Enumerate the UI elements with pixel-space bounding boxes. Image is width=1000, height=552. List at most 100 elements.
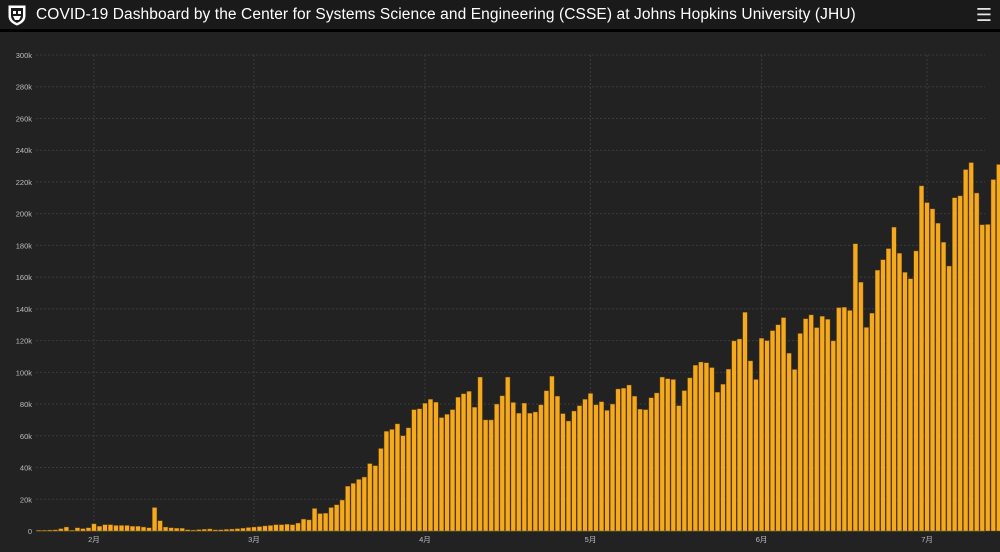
bar[interactable] (334, 505, 339, 531)
bar[interactable] (627, 385, 632, 531)
bar[interactable] (345, 486, 350, 531)
bar[interactable] (688, 378, 693, 531)
bar[interactable] (472, 407, 477, 531)
bar[interactable] (64, 527, 69, 531)
bar[interactable] (616, 389, 621, 531)
bar[interactable] (710, 368, 715, 531)
bar[interactable] (373, 466, 378, 531)
bar[interactable] (781, 318, 786, 531)
bar[interactable] (881, 260, 886, 531)
bar[interactable] (737, 339, 742, 531)
bar[interactable] (621, 388, 626, 531)
bar[interactable] (566, 421, 571, 531)
bar[interactable] (141, 527, 146, 531)
bar[interactable] (197, 530, 202, 531)
bar[interactable] (75, 528, 80, 531)
bar[interactable] (632, 396, 637, 531)
bar[interactable] (842, 307, 847, 531)
bar[interactable] (643, 410, 648, 531)
bar[interactable] (59, 529, 64, 531)
bar[interactable] (456, 397, 461, 531)
bar[interactable] (825, 319, 830, 531)
bar[interactable] (290, 525, 295, 531)
bar[interactable] (831, 341, 836, 531)
bar[interactable] (489, 420, 494, 531)
bar[interactable] (853, 244, 858, 531)
bar[interactable] (86, 528, 91, 531)
bar[interactable] (561, 414, 566, 531)
bar[interactable] (969, 163, 974, 531)
bar[interactable] (594, 405, 599, 531)
bar[interactable] (114, 525, 119, 531)
bar[interactable] (897, 253, 902, 531)
bar[interactable] (257, 527, 262, 531)
bar[interactable] (759, 338, 764, 531)
bar[interactable] (48, 530, 53, 531)
bar[interactable] (268, 525, 273, 531)
bar[interactable] (390, 429, 395, 531)
bar[interactable] (130, 526, 135, 531)
bar[interactable] (53, 530, 58, 531)
bar[interactable] (864, 327, 869, 531)
bar[interactable] (671, 379, 676, 531)
bar[interactable] (434, 402, 439, 531)
bar[interactable] (158, 521, 163, 531)
bar[interactable] (533, 412, 538, 531)
bar[interactable] (401, 436, 406, 531)
bar[interactable] (412, 410, 417, 531)
bar[interactable] (379, 448, 384, 531)
bar[interactable] (875, 270, 880, 531)
bar[interactable] (362, 477, 367, 531)
bar[interactable] (539, 405, 544, 531)
bar[interactable] (285, 524, 290, 531)
bar[interactable] (947, 266, 952, 531)
bar[interactable] (859, 282, 864, 531)
bar[interactable] (803, 319, 808, 531)
bar[interactable] (908, 279, 913, 531)
bar[interactable] (754, 379, 759, 531)
bar[interactable] (235, 529, 240, 531)
bar[interactable] (119, 525, 124, 531)
bar[interactable] (312, 508, 317, 531)
bar[interactable] (665, 379, 670, 531)
bar[interactable] (654, 393, 659, 531)
bar[interactable] (721, 384, 726, 531)
bar[interactable] (500, 396, 505, 531)
bar[interactable] (677, 406, 682, 531)
bar[interactable] (483, 420, 488, 531)
bar[interactable] (743, 312, 748, 531)
bar[interactable] (748, 361, 753, 531)
bar[interactable] (274, 525, 279, 531)
bar[interactable] (963, 170, 968, 531)
bar[interactable] (809, 315, 814, 531)
bar[interactable] (610, 404, 615, 531)
bar[interactable] (384, 431, 389, 531)
bar[interactable] (208, 529, 213, 531)
bar[interactable] (820, 316, 825, 531)
bar[interactable] (682, 391, 687, 531)
bar[interactable] (726, 369, 731, 531)
bar[interactable] (991, 180, 996, 531)
bar[interactable] (230, 529, 235, 531)
bar[interactable] (103, 525, 108, 531)
bar[interactable] (732, 341, 737, 531)
bar[interactable] (329, 508, 334, 531)
bar[interactable] (919, 186, 924, 531)
bar[interactable] (37, 530, 42, 531)
bar[interactable] (301, 519, 306, 531)
bar[interactable] (572, 411, 577, 531)
bar[interactable] (704, 363, 709, 531)
bar[interactable] (886, 249, 891, 531)
bar[interactable] (246, 528, 251, 531)
bar[interactable] (986, 224, 991, 531)
bar[interactable] (279, 525, 284, 531)
bar[interactable] (169, 528, 174, 531)
bar[interactable] (163, 527, 168, 531)
bar[interactable] (980, 225, 985, 531)
bar[interactable] (450, 410, 455, 531)
bar[interactable] (550, 376, 555, 531)
bar[interactable] (307, 520, 312, 531)
bar[interactable] (660, 377, 665, 531)
bar[interactable] (555, 396, 560, 531)
bar[interactable] (798, 333, 803, 531)
